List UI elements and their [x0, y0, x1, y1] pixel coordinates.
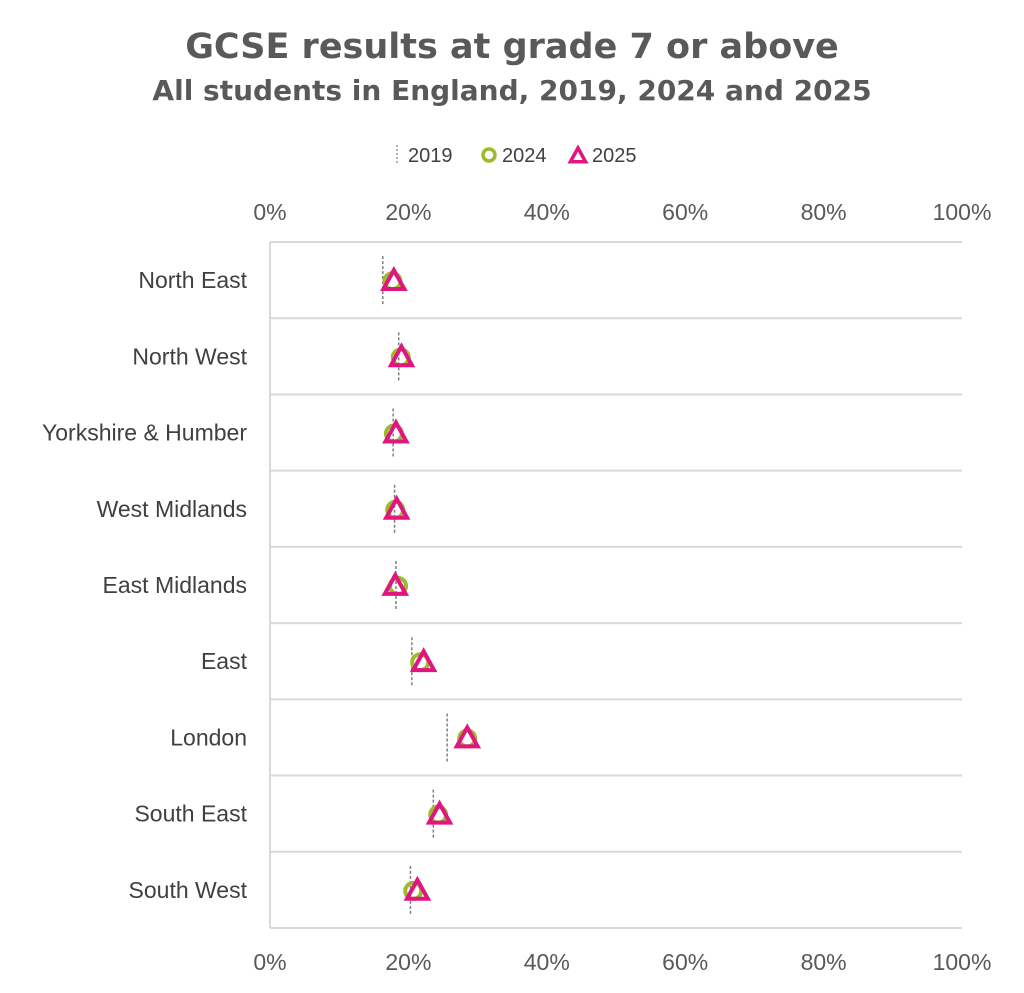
category-labels: North East North West Yorkshire & Humber We…	[42, 267, 248, 903]
point-2025	[380, 265, 408, 292]
category-label: North West	[132, 343, 247, 369]
point-2025	[453, 723, 482, 749]
data-marks	[380, 256, 482, 914]
x-tick-label-top: 100%	[933, 199, 992, 225]
category-label: London	[170, 724, 247, 750]
legend-marker-2024	[481, 147, 497, 163]
x-tick-label-bottom: 100%	[933, 949, 992, 975]
category-label: West Midlands	[97, 496, 247, 522]
x-tick-label-top: 60%	[662, 199, 708, 225]
x-tick-label-bottom: 40%	[524, 949, 570, 975]
category-label: East	[201, 648, 248, 674]
point-2025	[382, 418, 410, 444]
point-2025	[382, 494, 411, 520]
point-2025	[403, 875, 432, 901]
point-2025	[381, 570, 410, 596]
category-label: Yorkshire & Humber	[42, 420, 247, 446]
category-label: North East	[138, 267, 247, 293]
x-tick-label-bottom: 80%	[801, 949, 847, 975]
category-label: East Midlands	[103, 572, 247, 598]
x-tick-label-top: 0%	[253, 199, 286, 225]
x-tick-label-top: 40%	[524, 199, 570, 225]
x-axis-top: 0% 20% 40% 60% 80% 100%	[253, 199, 991, 225]
x-tick-label-top: 80%	[801, 199, 847, 225]
grid	[269, 241, 962, 929]
x-tick-label-bottom: 60%	[662, 949, 708, 975]
point-2025	[425, 799, 454, 825]
point-2025	[409, 647, 438, 673]
legend-label-2019: 2019	[408, 145, 453, 167]
x-tick-label-bottom: 20%	[385, 949, 431, 975]
x-axis-bottom: 0% 20% 40% 60% 80% 100%	[253, 949, 991, 975]
category-label: South East	[134, 801, 247, 827]
legend-label-2024: 2024	[502, 145, 547, 167]
legend: 2019 2024 2025	[396, 144, 637, 167]
chart-title: GCSE results at grade 7 or above	[185, 27, 839, 67]
legend-marker-2025	[567, 144, 589, 164]
category-label: South West	[129, 877, 248, 903]
chart-subtitle: All students in England, 2019, 2024 and …	[152, 74, 871, 107]
x-tick-label-top: 20%	[385, 199, 431, 225]
legend-label-2025: 2025	[592, 145, 637, 167]
x-tick-label-bottom: 0%	[253, 949, 286, 975]
point-2025	[387, 342, 416, 368]
